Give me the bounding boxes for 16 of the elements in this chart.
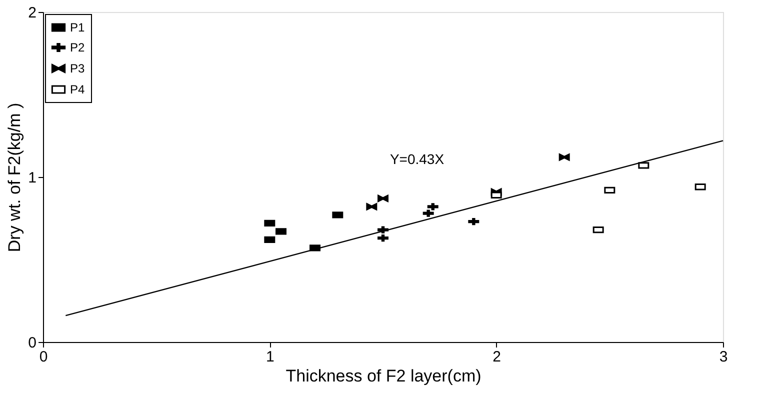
x-axis-title: Thickness of F2 layer(cm): [286, 366, 482, 386]
x-tick-label: 3: [719, 348, 728, 366]
legend-label: P4: [70, 82, 86, 96]
legend-label: P3: [70, 62, 86, 76]
point: [378, 194, 388, 202]
point: [378, 234, 388, 242]
y-tick-label: 0: [28, 334, 36, 352]
y-axis-title: Dry wt. of F2(kg/m ): [5, 102, 24, 252]
x-tick-label: 0: [39, 348, 48, 366]
y-tick-label: 2: [28, 4, 36, 22]
x-tick-label: 1: [266, 348, 274, 366]
x-tick-label: 2: [492, 348, 502, 366]
y-tick-label: 1: [28, 170, 36, 186]
annotation: Y=0.43X: [390, 151, 445, 167]
legend-label: P2: [70, 40, 86, 54]
legend-label: P1: [70, 20, 86, 34]
